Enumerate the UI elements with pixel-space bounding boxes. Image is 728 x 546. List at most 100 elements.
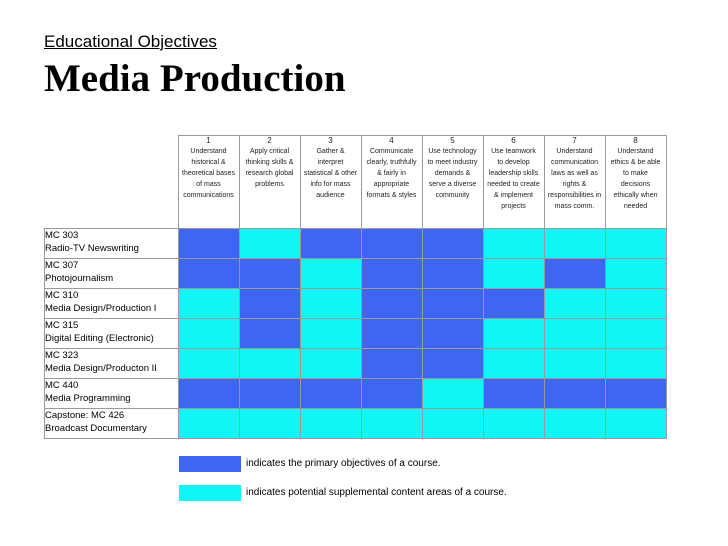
matrix-cell-primary — [299, 378, 362, 409]
matrix-cell-supplemental — [360, 408, 423, 439]
matrix-cell-supplemental — [604, 228, 667, 259]
matrix-cell-supplemental — [604, 288, 667, 319]
objective-text-line: historical & — [191, 159, 226, 166]
course-label: Capstone: MC 426 Broadcast Documentary — [44, 408, 179, 439]
objective-number: 8 — [633, 136, 638, 145]
objective-text-line: appropriate — [373, 181, 410, 188]
course-name: Broadcast Documentary — [45, 423, 147, 434]
objective-header: 6 Use teamwork to develop leadership skills… — [482, 135, 545, 229]
matrix-cell-supplemental — [238, 408, 301, 439]
objective-text-line: laws as well as — [551, 170, 598, 177]
objective-text-line: leadership skills — [488, 170, 539, 177]
objective-text-line: formats & styles — [366, 192, 417, 199]
objective-text-line: decisions — [620, 181, 651, 188]
matrix-cell-supplemental — [299, 258, 362, 289]
matrix-cell-supplemental — [482, 228, 545, 259]
matrix-corner — [44, 135, 178, 229]
matrix-cell-primary — [360, 228, 423, 259]
matrix-cell-primary — [482, 378, 545, 409]
matrix-cell-primary — [238, 318, 301, 349]
legend-supplemental-swatch — [179, 485, 241, 501]
legend-supplemental-label: indicates potential supplemental content… — [246, 487, 507, 498]
course-code: MC 323 — [45, 350, 79, 361]
matrix-cell-primary — [421, 318, 484, 349]
course-label: MC 303 Radio-TV Newswriting — [44, 228, 179, 259]
objective-header: 3 Gather & interpret statistical & other inf… — [299, 135, 362, 229]
course-row: MC 323 Media Design/Producton II — [44, 348, 667, 379]
objective-text-line: mass comm. — [554, 203, 595, 210]
objective-text-line: theoretical bases — [182, 170, 235, 177]
objective-text-line: needed — [623, 203, 648, 210]
objective-text-line: info for mass — [310, 181, 351, 188]
course-name: Media Programming — [45, 393, 131, 404]
course-name: Media Design/Production I — [45, 303, 157, 314]
matrix-cell-supplemental — [177, 348, 240, 379]
objective-header: 7 Understand communication laws as well as r… — [543, 135, 606, 229]
matrix-cell-supplemental — [238, 348, 301, 379]
objective-number: 1 — [206, 136, 211, 145]
objective-header: 2 Apply critical thinking skills & research… — [238, 135, 301, 229]
matrix-cell-primary — [604, 378, 667, 409]
objective-text-line: projects — [501, 203, 526, 210]
course-label: MC 323 Media Design/Producton II — [44, 348, 179, 379]
objective-text-line: communications — [183, 192, 234, 199]
objectives-header-row: 1 Understand historical & theoretical bases… — [44, 135, 667, 229]
matrix-cell-supplemental — [177, 408, 240, 439]
objective-text-line: Gather & — [316, 148, 345, 155]
objective-header: 4 Communicate clearly, truthfully & fairly … — [360, 135, 423, 229]
objective-text-line: clearly, truthfully — [366, 159, 417, 166]
course-row: MC 315 Digital Editing (Electronic) — [44, 318, 667, 349]
objective-text-line: statistical & other — [303, 170, 358, 177]
course-label: MC 310 Media Design/Production I — [44, 288, 179, 319]
course-code: Capstone: MC 426 — [45, 410, 125, 421]
objective-text-line: problems — [255, 181, 284, 188]
matrix-cell-primary — [482, 288, 545, 319]
matrix-cell-primary — [543, 378, 606, 409]
matrix-cell-supplemental — [482, 258, 545, 289]
course-name: Photojournalism — [45, 273, 114, 284]
course-name: Radio-TV Newswriting — [45, 243, 139, 254]
objective-text-line: Use technology — [428, 148, 477, 155]
matrix-cell-supplemental — [482, 348, 545, 379]
course-code: MC 310 — [45, 290, 79, 301]
course-code: MC 307 — [45, 260, 79, 271]
objective-text-line: audience — [316, 192, 345, 199]
objective-number: 3 — [328, 136, 333, 145]
matrix-cell-primary — [421, 348, 484, 379]
matrix-cell-primary — [299, 228, 362, 259]
objective-text-line: Understand — [617, 148, 654, 155]
matrix-cell-primary — [543, 258, 606, 289]
course-label: MC 315 Digital Editing (Electronic) — [44, 318, 179, 349]
matrix-cell-supplemental — [177, 318, 240, 349]
objective-text-line: needed to create — [487, 181, 540, 188]
objective-header: 5 Use technology to meet industry demands &… — [421, 135, 484, 229]
matrix-cell-supplemental — [299, 408, 362, 439]
objective-text-line: communication — [550, 159, 599, 166]
objective-text-line: ethically when — [613, 192, 658, 199]
matrix-cell-supplemental — [543, 348, 606, 379]
objective-text-line: ethics & be able — [610, 159, 661, 166]
objective-text-line: serve a diverse — [428, 181, 477, 188]
matrix-cell-supplemental — [299, 348, 362, 379]
matrix-cell-primary — [238, 288, 301, 319]
course-row: MC 307 Photojournalism — [44, 258, 667, 289]
objective-header: 8 Understand ethics & be able to make decisi… — [604, 135, 667, 229]
matrix-cell-supplemental — [543, 408, 606, 439]
objective-text-line: & implement — [494, 192, 533, 199]
objective-text-line: rights & — [562, 181, 587, 188]
objective-text-line: Understand — [556, 148, 593, 155]
matrix-cell-primary — [421, 228, 484, 259]
page-title: Media Production — [44, 57, 346, 100]
matrix-cell-supplemental — [299, 288, 362, 319]
course-row: MC 310 Media Design/Production I — [44, 288, 667, 319]
course-code: MC 440 — [45, 380, 79, 391]
matrix-cell-primary — [360, 258, 423, 289]
matrix-cell-primary — [238, 258, 301, 289]
objective-text-line: demands & — [434, 170, 471, 177]
objective-text-line: community — [435, 192, 470, 199]
matrix-cell-primary — [360, 378, 423, 409]
matrix-cell-supplemental — [421, 378, 484, 409]
objective-text-line: research global — [245, 170, 294, 177]
objective-text-line: to develop — [497, 159, 530, 166]
objective-text-line: to meet industry — [427, 159, 478, 166]
